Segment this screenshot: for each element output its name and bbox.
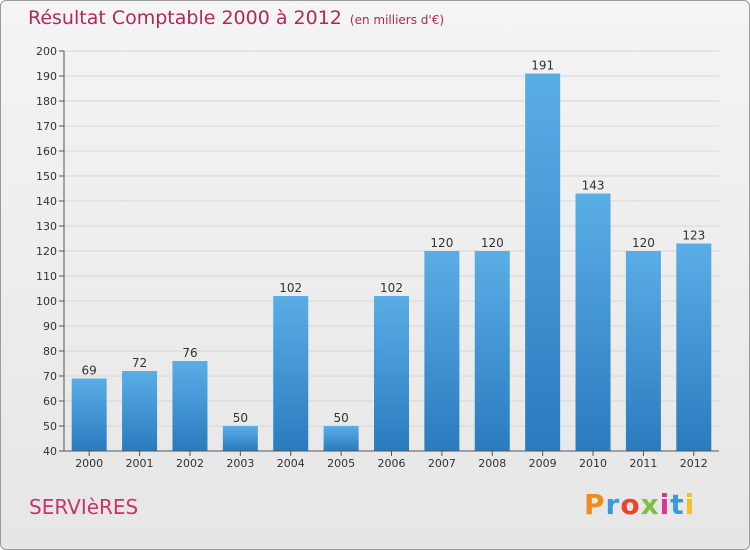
y-tick-label: 90 xyxy=(43,320,57,333)
y-tick-label: 150 xyxy=(36,170,57,183)
y-tick-label: 180 xyxy=(36,95,57,108)
data-label-2006: 102 xyxy=(380,281,403,295)
y-tick-label: 100 xyxy=(36,295,57,308)
bar-2005 xyxy=(323,426,359,451)
bar-2001 xyxy=(122,371,158,451)
chart-title-text: Résultat Comptable 2000 à 2012 xyxy=(28,7,342,29)
data-labels: 69 72 76 50 102 50 102 120 120 191 143 120 123 xyxy=(82,59,706,426)
data-label-2008: 120 xyxy=(481,236,504,250)
x-tick-label-2008: 2008 xyxy=(478,457,506,470)
logo-letter: o xyxy=(620,488,641,521)
data-label-2001: 72 xyxy=(132,356,147,370)
bar-2011 xyxy=(625,251,661,451)
y-tick-label: 170 xyxy=(36,120,57,133)
data-label-2003: 50 xyxy=(233,411,248,425)
x-tick-label-2011: 2011 xyxy=(629,457,657,470)
bar-2000 xyxy=(71,378,107,451)
chart-subtitle: (en milliers d'€) xyxy=(349,13,445,27)
data-label-2002: 76 xyxy=(182,346,197,360)
logo-letter: t xyxy=(670,488,685,521)
data-label-2004: 102 xyxy=(279,281,302,295)
data-label-2010: 143 xyxy=(582,179,605,193)
proxiti-logo[interactable]: Proxiti xyxy=(584,488,695,521)
x-tick-label-2009: 2009 xyxy=(529,457,557,470)
y-tick-label: 130 xyxy=(36,220,57,233)
data-label-2009: 191 xyxy=(531,59,554,73)
data-label-2012: 123 xyxy=(682,229,705,243)
y-tick-label: 120 xyxy=(36,245,57,258)
y-tick-label: 200 xyxy=(36,45,57,58)
x-tick-label-2001: 2001 xyxy=(126,457,154,470)
bar-2008 xyxy=(474,251,510,451)
x-tick-label-2007: 2007 xyxy=(428,457,456,470)
bar-2010 xyxy=(575,193,611,451)
x-tick-label-2005: 2005 xyxy=(327,457,355,470)
bar-2002 xyxy=(172,361,208,451)
y-tick-label: 110 xyxy=(36,270,57,283)
bar-2007 xyxy=(424,251,460,451)
y-tick-label: 160 xyxy=(36,145,57,158)
data-label-2011: 120 xyxy=(632,236,655,250)
x-tick-label-2000: 2000 xyxy=(75,457,103,470)
x-tick-label-2010: 2010 xyxy=(579,457,607,470)
logo-letter: r xyxy=(605,488,621,521)
bar-2004 xyxy=(273,296,309,451)
axes: 40 50 60 70 80 90 100 110 120 130 140 150 160 170 180 1… xyxy=(36,45,719,470)
y-tick-label: 190 xyxy=(36,70,57,83)
y-tick-label: 70 xyxy=(43,370,57,383)
y-tick-label: 60 xyxy=(43,395,57,408)
commune-name: SERVIèRES xyxy=(29,495,139,519)
bar-2009 xyxy=(525,73,561,451)
y-tick-label: 40 xyxy=(43,445,57,458)
data-label-2000: 69 xyxy=(82,364,97,378)
chart-title: Résultat Comptable 2000 à 2012 (en millie… xyxy=(28,7,444,29)
y-tick-label: 140 xyxy=(36,195,57,208)
x-tick-label-2003: 2003 xyxy=(226,457,254,470)
logo-letter: P xyxy=(584,488,606,521)
y-tick-label: 50 xyxy=(43,420,57,433)
x-tick-label-2002: 2002 xyxy=(176,457,204,470)
bar-2006 xyxy=(374,296,409,451)
x-tick-label-2004: 2004 xyxy=(277,457,305,470)
x-tick-label-2006: 2006 xyxy=(378,457,406,470)
bar-2012 xyxy=(676,243,712,451)
data-label-2007: 120 xyxy=(430,236,453,250)
logo-letter: i xyxy=(684,488,696,521)
data-label-2005: 50 xyxy=(333,411,348,425)
logo-letter: i xyxy=(659,488,671,521)
x-tick-label-2012: 2012 xyxy=(680,457,708,470)
logo-letter: x xyxy=(640,488,660,521)
bars xyxy=(71,73,712,451)
y-tick-label: 80 xyxy=(43,345,57,358)
bar-2003 xyxy=(222,426,258,451)
